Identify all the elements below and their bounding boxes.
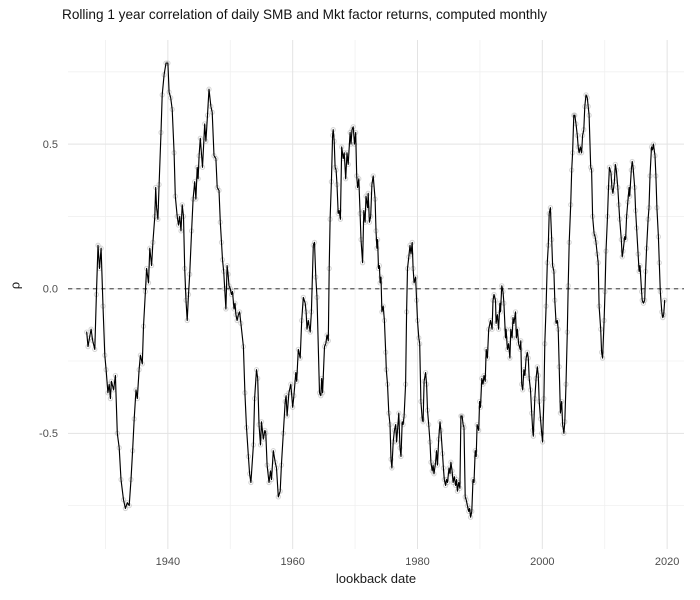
y-tick-label: 0.5 <box>43 139 58 151</box>
x-tick-label: 2000 <box>530 556 554 568</box>
chart-title: Rolling 1 year correlation of daily SMB … <box>62 7 548 22</box>
y-axis-title: ρ <box>7 281 23 290</box>
data-point-marker <box>640 300 647 306</box>
y-tick-label: 0.0 <box>43 284 58 296</box>
x-tick-label: 2020 <box>655 556 679 568</box>
y-tick-label: -0.5 <box>39 428 58 440</box>
x-tick-label: 1940 <box>156 556 180 568</box>
x-tick-label: 1980 <box>405 556 429 568</box>
x-tick-label: 1960 <box>280 556 304 568</box>
data-line <box>86 62 666 518</box>
x-axis-title: lookback date <box>335 571 417 586</box>
